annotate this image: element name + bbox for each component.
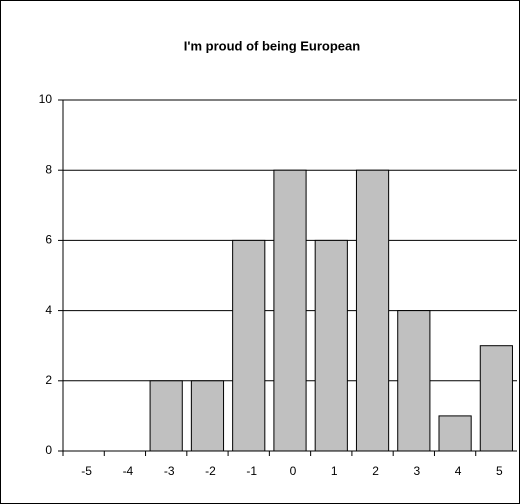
y-tick-label: 10 <box>39 92 53 106</box>
bar <box>314 239 348 452</box>
y-tick-label: 4 <box>45 303 52 317</box>
x-tick-label: 2 <box>372 464 379 478</box>
x-tick-label: -2 <box>205 464 216 478</box>
x-tick-label: 3 <box>413 464 420 478</box>
x-tick-label: -4 <box>123 464 134 478</box>
bar <box>397 310 431 452</box>
x-tick-label: 1 <box>331 464 338 478</box>
x-tick-label: -5 <box>81 464 92 478</box>
bar <box>190 380 225 452</box>
y-tick-label: 0 <box>45 443 52 457</box>
x-tick-label: -1 <box>246 464 257 478</box>
bar <box>438 415 472 452</box>
bar <box>232 239 266 452</box>
x-tick-label: -3 <box>164 464 175 478</box>
bar <box>355 169 390 452</box>
x-tick-label: 0 <box>290 464 297 478</box>
x-tick-label: 5 <box>496 464 503 478</box>
x-tick-label: 4 <box>455 464 462 478</box>
bar <box>149 380 183 452</box>
y-tick-label: 8 <box>45 162 52 176</box>
y-tick-label: 2 <box>45 373 52 387</box>
bar <box>273 169 307 452</box>
bar <box>479 345 513 452</box>
chart-title: I'm proud of being European <box>184 38 360 53</box>
y-tick-label: 6 <box>45 233 52 247</box>
